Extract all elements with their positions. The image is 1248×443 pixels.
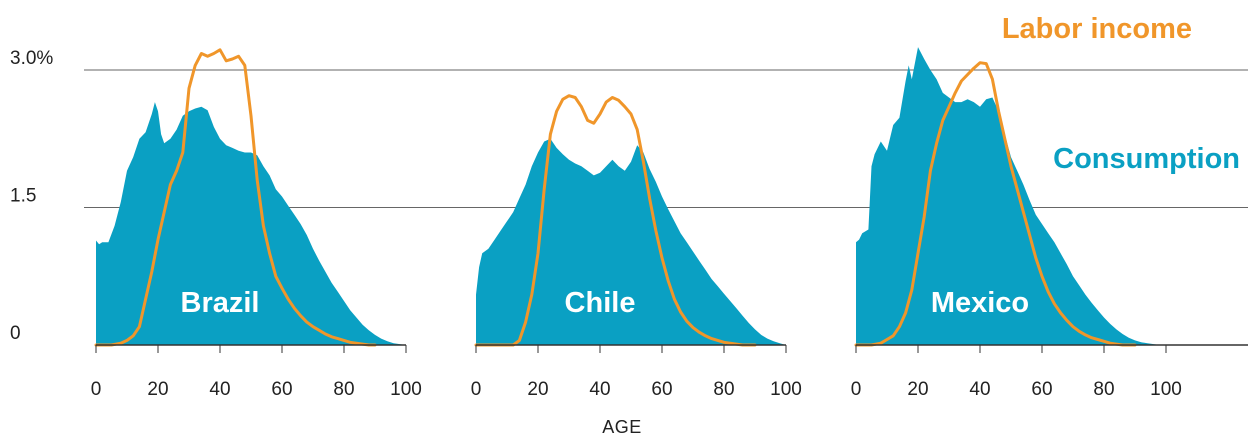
x-tick-label: 60: [271, 379, 292, 400]
x-tick-label: 40: [209, 379, 230, 400]
labor-income-line-mexico: [854, 61, 1137, 347]
y-tick-label: 1.5: [10, 186, 36, 207]
x-tick-label: 20: [527, 379, 548, 400]
x-tick-label: 40: [589, 379, 610, 400]
x-tick-label: 80: [333, 379, 354, 400]
x-tick-label: 80: [713, 379, 734, 400]
y-tick-label: 0: [10, 323, 21, 344]
country-label-mexico: Mexico: [931, 287, 1029, 319]
x-tick-label: 0: [471, 379, 482, 400]
x-tick-label: 100: [1150, 379, 1182, 400]
panel-mexico: Mexico: [854, 47, 1166, 347]
consumption-area-chile: [476, 138, 786, 345]
x-tick-label: 100: [390, 379, 422, 400]
x-tick-label: 0: [851, 379, 862, 400]
x-tick-label: 20: [147, 379, 168, 400]
legend-consumption: Consumption: [1053, 143, 1240, 175]
x-tick-label: 60: [651, 379, 672, 400]
consumption-area-brazil: [96, 102, 406, 345]
y-tick-label: 3.0%: [10, 48, 53, 69]
panel-brazil: Brazil: [94, 48, 406, 347]
y-axis-labels: 0 1.5 3.0%: [10, 48, 53, 344]
labor-income-line-brazil: [94, 48, 377, 347]
country-label-chile: Chile: [565, 287, 636, 319]
labor-income-line-chile: [474, 94, 757, 347]
x-tick-label: 80: [1093, 379, 1114, 400]
consumption-area-mexico: [856, 47, 1166, 345]
x-tick-label: 100: [770, 379, 802, 400]
x-tick-label: 60: [1031, 379, 1052, 400]
legend-labor-income: Labor income: [1002, 13, 1192, 45]
x-axis: 0 20 40 60 80 100 0 20 40 60 80 100 0 20 40 60 80 100: [91, 344, 1248, 400]
x-axis-title: AGE: [602, 417, 642, 437]
x-tick-label: 20: [907, 379, 928, 400]
x-tick-label: 40: [969, 379, 990, 400]
x-tick-label: 0: [91, 379, 102, 400]
panels: Brazil Chile Mexico: [94, 47, 1166, 347]
panel-chile: Chile: [474, 94, 786, 347]
country-label-brazil: Brazil: [181, 287, 260, 319]
